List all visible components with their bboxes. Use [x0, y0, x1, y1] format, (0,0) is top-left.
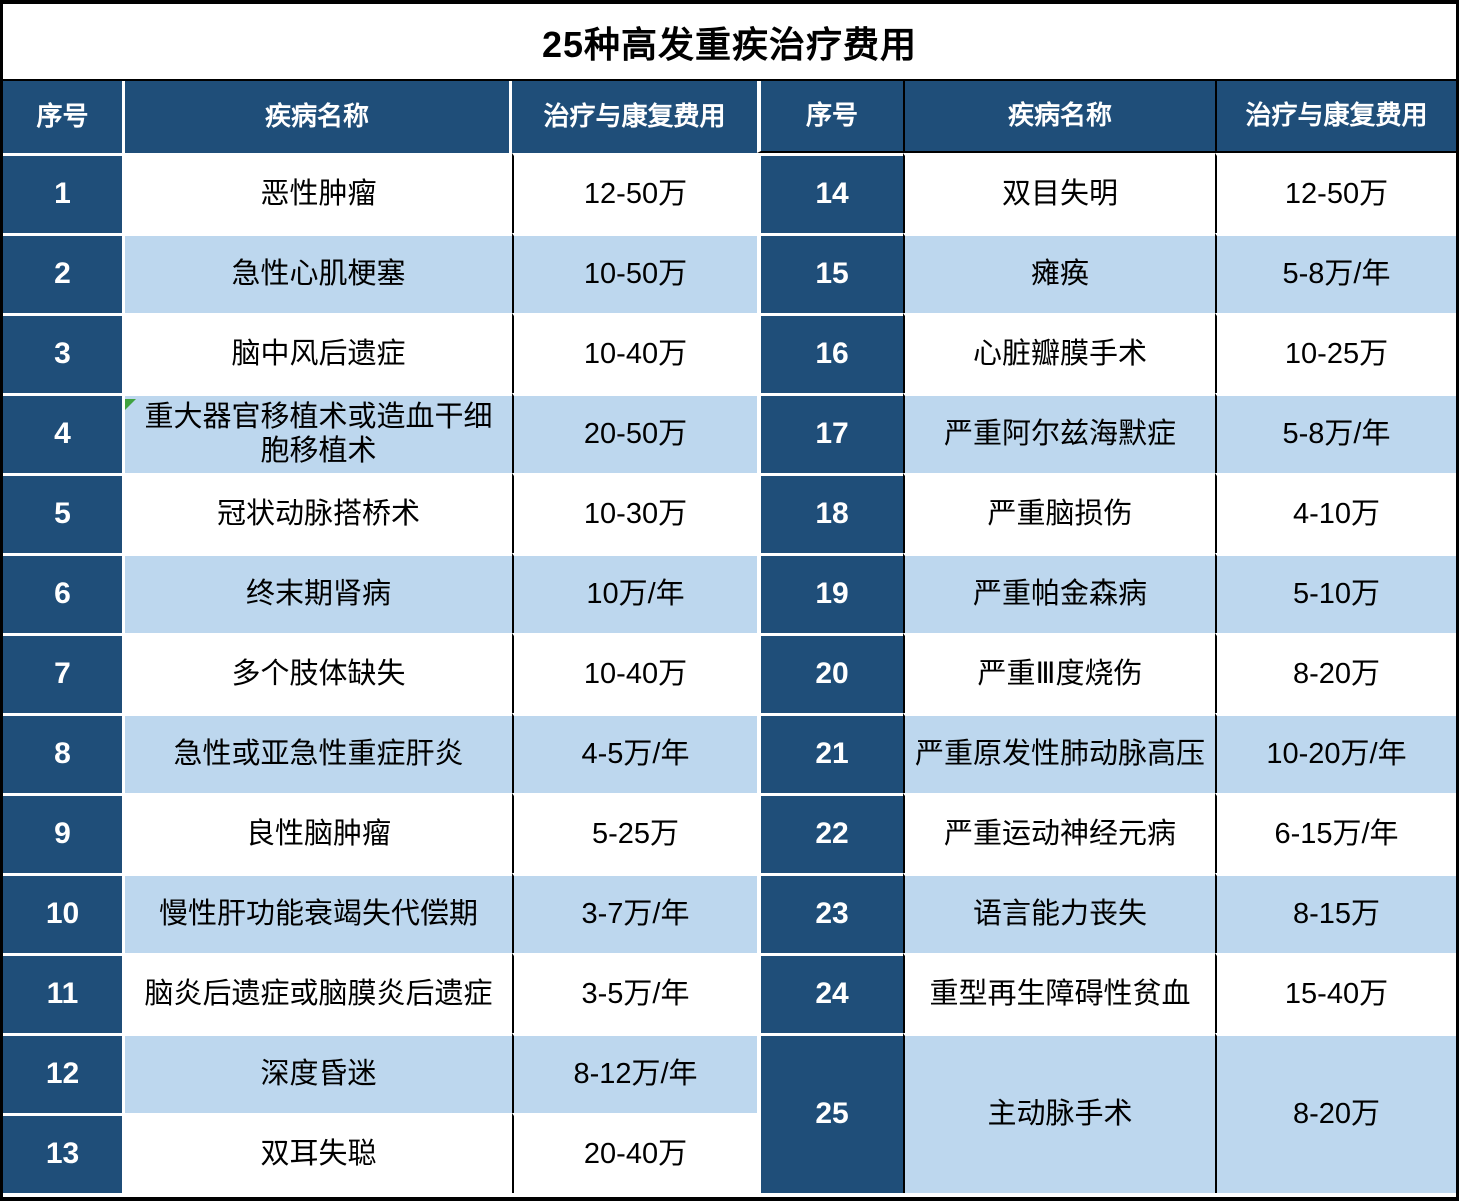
serial-cell: 18: [757, 473, 903, 553]
cost-cell: 5-10万: [1215, 553, 1456, 633]
serial-cell: 17: [757, 393, 903, 473]
disease-cell: 瘫痪: [903, 233, 1215, 313]
serial-cell: 21: [757, 713, 903, 793]
disease-cell: 终末期肾病: [125, 553, 512, 633]
header-cost-right: 治疗与康复费用: [1215, 81, 1456, 153]
cost-cell: 5-25万: [512, 793, 757, 873]
serial-cell: 23: [757, 873, 903, 953]
disease-cell: 深度昏迷: [125, 1033, 512, 1113]
disease-cell: 慢性肝功能衰竭失代偿期: [125, 873, 512, 953]
disease-cell: 良性脑肿瘤: [125, 793, 512, 873]
disease-cell: 严重阿尔兹海默症: [903, 393, 1215, 473]
disease-cell: 心脏瓣膜手术: [903, 313, 1215, 393]
disease-cell: 严重帕金森病: [903, 553, 1215, 633]
cost-cell: 12-50万: [1215, 153, 1456, 233]
disease-cell: 主动脉手术: [903, 1033, 1215, 1193]
cost-cell: 4-5万/年: [512, 713, 757, 793]
cost-cell: 10-25万: [1215, 313, 1456, 393]
cost-cell: 12-50万: [512, 153, 757, 233]
cost-cell: 6-15万/年: [1215, 793, 1456, 873]
serial-cell: 13: [3, 1113, 125, 1193]
disease-cell: 严重原发性肺动脉高压: [903, 713, 1215, 793]
cost-cell: 5-8万/年: [1215, 233, 1456, 313]
disease-cell: 重型再生障碍性贫血: [903, 953, 1215, 1033]
cost-cell: 10万/年: [512, 553, 757, 633]
serial-cell: 4: [3, 393, 125, 473]
disease-cell: 多个肢体缺失: [125, 633, 512, 713]
disease-cell: 严重运动神经元病: [903, 793, 1215, 873]
serial-cell: 9: [3, 793, 125, 873]
cost-cell: 8-12万/年: [512, 1033, 757, 1113]
disease-cell: 双耳失聪: [125, 1113, 512, 1193]
serial-cell: 20: [757, 633, 903, 713]
disease-cell: 恶性肿瘤: [125, 153, 512, 233]
cost-cell: 3-7万/年: [512, 873, 757, 953]
cost-cell: 3-5万/年: [512, 953, 757, 1033]
serial-cell: 2: [3, 233, 125, 313]
serial-cell: 1: [3, 153, 125, 233]
disease-cell: 重大器官移植术或造血干细胞移植术: [125, 393, 512, 473]
cost-cell: 20-40万: [512, 1113, 757, 1193]
disease-cell: 语言能力丧失: [903, 873, 1215, 953]
disease-cell: 急性心肌梗塞: [125, 233, 512, 313]
serial-cell: 8: [3, 713, 125, 793]
serial-cell: 7: [3, 633, 125, 713]
cost-cell: 5-8万/年: [1215, 393, 1456, 473]
serial-cell: 11: [3, 953, 125, 1033]
serial-cell: 22: [757, 793, 903, 873]
cost-cell: 4-10万: [1215, 473, 1456, 553]
serial-cell: 16: [757, 313, 903, 393]
comment-indicator-icon: [125, 399, 136, 410]
cost-cell: 10-20万/年: [1215, 713, 1456, 793]
header-serial-right: 序号: [757, 81, 903, 153]
header-disease-left: 疾病名称: [125, 81, 512, 153]
disease-cell: 冠状动脉搭桥术: [125, 473, 512, 553]
serial-cell: 14: [757, 153, 903, 233]
disease-cell: 急性或亚急性重症肝炎: [125, 713, 512, 793]
cost-cell: 15-40万: [1215, 953, 1456, 1033]
cost-cell: 8-20万: [1215, 1033, 1456, 1193]
table-grid: 序号 疾病名称 治疗与康复费用 序号 疾病名称 治疗与康复费用 1 恶性肿瘤 1…: [3, 81, 1456, 1193]
cost-cell: 8-15万: [1215, 873, 1456, 953]
serial-cell: 12: [3, 1033, 125, 1113]
disease-cell: 脑中风后遗症: [125, 313, 512, 393]
disease-cell: 严重Ⅲ度烧伤: [903, 633, 1215, 713]
header-cost-left: 治疗与康复费用: [512, 81, 757, 153]
cost-cell: 10-40万: [512, 313, 757, 393]
serial-cell: 10: [3, 873, 125, 953]
serial-cell: 25: [757, 1033, 903, 1193]
serial-cell: 24: [757, 953, 903, 1033]
disease-cell: 严重脑损伤: [903, 473, 1215, 553]
serial-cell: 6: [3, 553, 125, 633]
serial-cell: 3: [3, 313, 125, 393]
cost-cell: 8-20万: [1215, 633, 1456, 713]
cost-cell: 10-50万: [512, 233, 757, 313]
page-title: 25种高发重疾治疗费用: [3, 4, 1456, 81]
disease-label: 重大器官移植术或造血干细胞移植术: [144, 401, 493, 467]
disease-cell: 双目失明: [903, 153, 1215, 233]
header-disease-right: 疾病名称: [903, 81, 1215, 153]
cost-cell: 10-40万: [512, 633, 757, 713]
disease-cell: 脑炎后遗症或脑膜炎后遗症: [125, 953, 512, 1033]
cost-cell: 10-30万: [512, 473, 757, 553]
serial-cell: 19: [757, 553, 903, 633]
serial-cell: 5: [3, 473, 125, 553]
header-serial-left: 序号: [3, 81, 125, 153]
cost-cell: 20-50万: [512, 393, 757, 473]
serial-cell: 15: [757, 233, 903, 313]
